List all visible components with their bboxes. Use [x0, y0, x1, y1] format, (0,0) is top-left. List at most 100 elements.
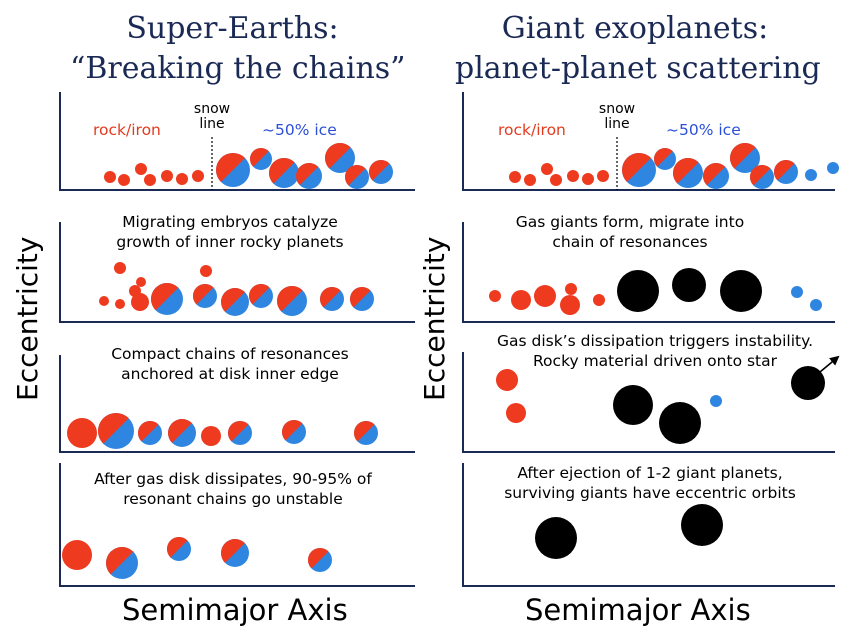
right-caption-3-line1: Gas disk’s dissipation triggers instabil… [496, 332, 814, 350]
rock-half [703, 163, 726, 186]
rocky-planet [524, 174, 536, 186]
rocky-planet [534, 285, 556, 307]
rocky-planet [597, 170, 609, 182]
left-panel-3-axis [59, 355, 415, 453]
left-caption-4-line2: resonant chains go unstable [123, 489, 343, 508]
mixed-rock-ice-planet [269, 158, 299, 188]
giant-planet [617, 270, 659, 312]
rocky-planet [567, 170, 579, 182]
rock-half [193, 283, 214, 305]
rock-half [227, 420, 249, 442]
mixed-rock-ice-planet [151, 283, 183, 315]
mixed-rock-ice-planet [97, 413, 134, 449]
rocky-planet [192, 170, 204, 182]
left-panel-2-axis [59, 222, 415, 323]
mixed-rock-ice-planet [227, 420, 252, 445]
giant-planet [672, 268, 706, 302]
rock-half [730, 143, 756, 169]
giant-planet [791, 366, 825, 400]
rocky-planet [161, 170, 173, 182]
rocky-planet [565, 283, 577, 295]
mixed-rock-ice-planet [350, 287, 374, 311]
right-panel-4-axis [462, 463, 835, 587]
rocky-planet [136, 277, 146, 287]
left-caption-2-line1: Migrating embryos catalyze [122, 213, 338, 231]
mixed-rock-ice-planet [654, 148, 676, 170]
left-snow-line-label-line1: snow [193, 101, 231, 117]
mixed-rock-ice-planet [307, 548, 332, 572]
rocky-planet [67, 418, 97, 448]
right-snow-line-label-line1: snow [598, 101, 636, 117]
rocky-planet [541, 163, 553, 175]
rocky-planet [99, 296, 109, 306]
mixed-rock-ice-planet [750, 165, 774, 189]
rocky-planet [135, 163, 147, 175]
rock-half [97, 413, 129, 444]
rocky-planet [118, 174, 130, 186]
left-caption-3-line1: Compact chains of resonances [111, 345, 349, 363]
rocky-planet [550, 174, 562, 186]
rock-half [354, 421, 375, 442]
rock-half [168, 419, 192, 443]
left-panel-title-line2: “Breaking the chains” [70, 51, 406, 86]
rocky-planet [593, 294, 605, 306]
left-caption-3-line2: anchored at disk inner edge [121, 364, 339, 383]
mixed-rock-ice-planet [138, 420, 162, 445]
right-caption-2: Gas giants form, migrate into chain of r… [480, 213, 780, 252]
rock-half [221, 539, 245, 563]
icy-planet [810, 299, 822, 311]
mixed-rock-ice-planet [730, 143, 760, 173]
rock-half [307, 548, 329, 569]
rock-half [249, 284, 270, 305]
icy-planet [791, 286, 803, 298]
left-snow-line-label-line2: line [199, 115, 225, 132]
right-panel-1-axis [462, 92, 835, 191]
left-caption-3: Compact chains of resonances anchored at… [70, 345, 390, 384]
rock-half [296, 163, 319, 186]
mixed-rock-ice-planet [622, 153, 656, 187]
rocky-planet [176, 173, 188, 185]
giant-planet [535, 517, 577, 559]
left-panel-1-axis [59, 92, 415, 191]
rocky-planet [62, 540, 92, 570]
right-caption-4-line1: After ejection of 1-2 giant planets, [517, 464, 783, 482]
rocky-planet [200, 265, 212, 277]
mixed-rock-ice-planet [774, 160, 798, 184]
rocky-planet [582, 173, 594, 185]
rock-half [654, 148, 673, 167]
rock-half [105, 547, 134, 575]
giant-planet [613, 385, 653, 425]
right-caption-2-line1: Gas giants form, migrate into [515, 213, 745, 231]
right-ice-label: ~50% ice [666, 121, 741, 139]
rock-half [345, 165, 366, 186]
right-caption-3: Gas disk’s dissipation triggers instabil… [470, 332, 840, 371]
left-caption-2-line2: growth of inner rocky planets [116, 232, 344, 251]
rock-half [220, 288, 245, 312]
rocky-planet [104, 171, 116, 183]
planets-layer [62, 143, 839, 579]
left-caption-2: Migrating embryos catalyze growth of inn… [80, 213, 380, 252]
ejection-arrow [819, 355, 840, 373]
left-caption-4: After gas disk dissipates, 90-95% of res… [68, 470, 398, 509]
left-rock-iron-label: rock/iron [93, 121, 161, 139]
left-snow-line-label: snow line [188, 102, 236, 131]
rocky-planet [115, 299, 125, 309]
rocky-planet [489, 290, 501, 302]
right-rock-iron-label: rock/iron [498, 121, 566, 139]
left-ice-label: ~50% ice [262, 121, 337, 139]
rock-half [250, 148, 269, 167]
rock-half [320, 287, 341, 308]
right-caption-3-line2: Rocky material driven onto star [532, 351, 778, 370]
rock-half [774, 160, 795, 181]
icy-planet [827, 162, 839, 174]
mixed-rock-ice-planet [250, 148, 272, 170]
right-x-axis-label: Semimajor Axis [525, 593, 751, 627]
mixed-rock-ice-planet [282, 420, 306, 444]
rocky-planet [144, 174, 156, 186]
rock-half [673, 158, 699, 184]
mixed-rock-ice-planet [249, 284, 273, 308]
right-panel-3-axis [462, 352, 835, 453]
left-caption-4-line1: After gas disk dissipates, 90-95% of [94, 470, 372, 488]
rock-half [269, 158, 295, 184]
